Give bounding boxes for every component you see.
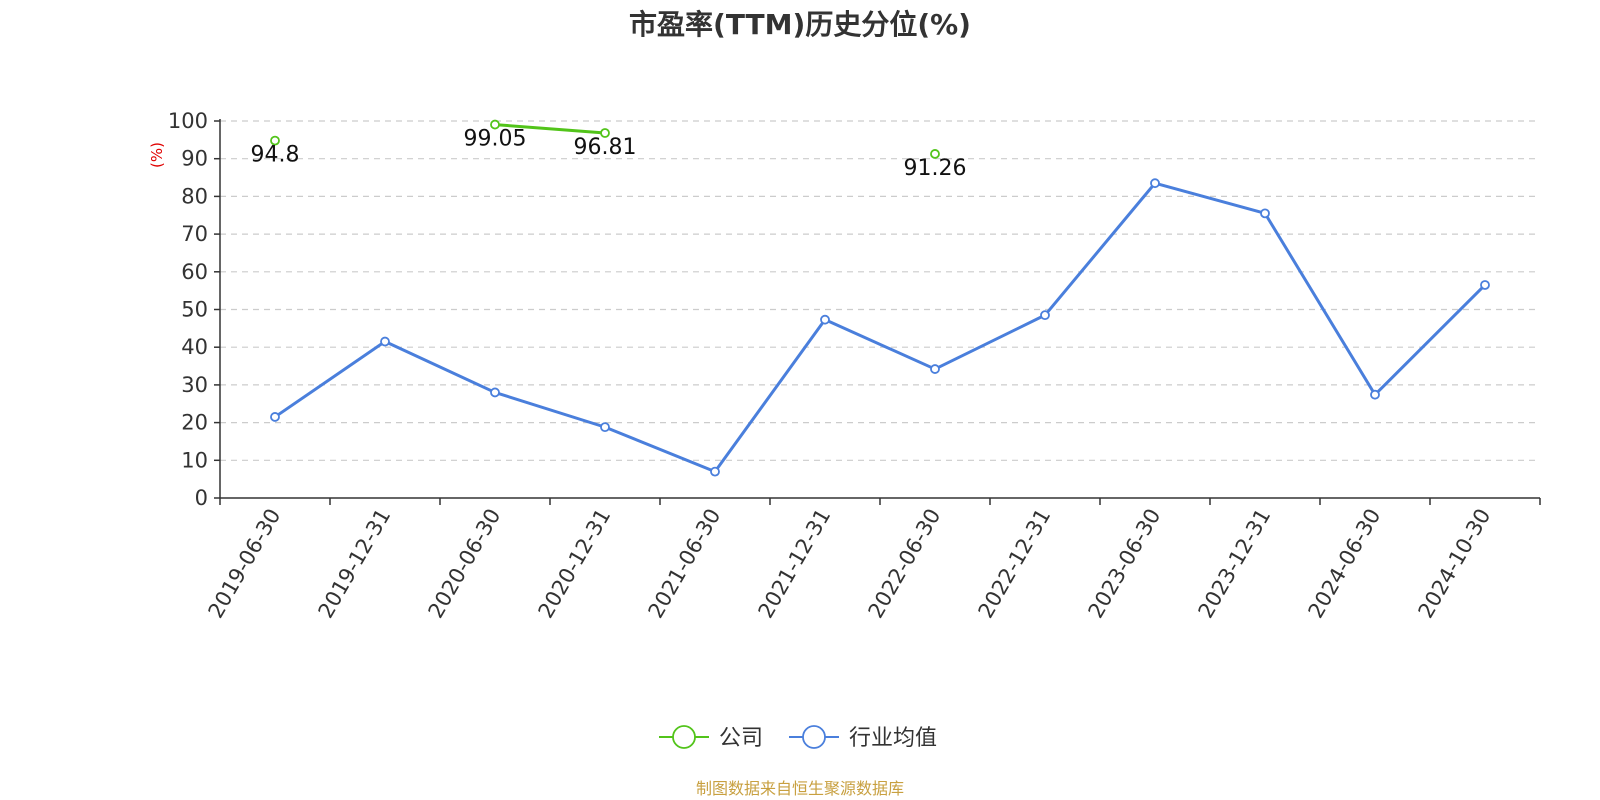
- legend-label: 公司: [719, 726, 763, 751]
- y-tick-label: 80: [181, 184, 208, 208]
- legend-item-industry-average[interactable]: 行业均值: [789, 725, 937, 751]
- legend-item-company[interactable]: 公司: [659, 725, 763, 751]
- series-company: 94.8 99.05 96.81 91.26: [251, 119, 967, 181]
- data-point[interactable]: [710, 466, 720, 477]
- y-tick-label: 0: [195, 486, 208, 510]
- x-tick-label: 2023-06-30: [1084, 505, 1166, 623]
- data-point[interactable]: [490, 387, 500, 398]
- source-note: 制图数据来自恒生聚源数据库: [696, 779, 904, 798]
- legend-marker: [672, 725, 696, 749]
- data-point[interactable]: [1260, 208, 1270, 219]
- y-tick-label: 60: [181, 260, 208, 284]
- x-tick-label: 2024-06-30: [1304, 505, 1386, 623]
- y-tick-label: 20: [181, 411, 208, 435]
- data-point[interactable]: [600, 422, 610, 433]
- data-point[interactable]: [600, 128, 610, 138]
- data-point[interactable]: [1040, 310, 1050, 321]
- y-tick-label: 90: [181, 147, 208, 171]
- series-layer: 94.8 99.05 96.81 91.26: [251, 119, 1490, 477]
- data-point[interactable]: [270, 412, 280, 422]
- y-tick-label: 70: [181, 222, 208, 246]
- y-tick-label: 50: [181, 298, 208, 322]
- data-point[interactable]: [1150, 178, 1160, 189]
- y-tick-label: 100: [168, 109, 208, 133]
- data-label: 94.8: [251, 143, 300, 168]
- x-tick-label: 2022-06-30: [864, 505, 946, 623]
- data-label: 99.05: [464, 127, 527, 152]
- axes: 0 10 20 30 40 50 60 70 80 90 100 2019-06-30 2019-12-…: [168, 109, 1541, 623]
- series-industry-average: [270, 178, 1490, 477]
- x-tick-label: 2019-12-31: [314, 505, 396, 623]
- series-line: [274, 181, 1487, 474]
- grid: [220, 120, 1540, 461]
- data-point[interactable]: [490, 119, 500, 130]
- x-tick-label: 2020-12-31: [534, 505, 616, 623]
- chart-title: 市盈率(TTM)历史分位(%): [629, 8, 971, 41]
- data-point[interactable]: [930, 149, 940, 159]
- x-tick-label: 2020-06-30: [424, 505, 506, 623]
- x-tick-label: 2021-06-30: [644, 505, 726, 623]
- data-point[interactable]: [820, 314, 830, 325]
- series-line: [494, 123, 606, 135]
- x-tick-label: 2021-12-31: [754, 505, 836, 623]
- data-label: 96.81: [574, 135, 637, 160]
- y-tick-label: 30: [181, 373, 208, 397]
- legend-label: 行业均值: [849, 726, 937, 751]
- data-point[interactable]: [930, 364, 940, 374]
- data-point[interactable]: [380, 336, 390, 347]
- data-label: 91.26: [904, 156, 967, 181]
- data-point[interactable]: [1480, 280, 1490, 290]
- x-tick-label: 2024-10-30: [1414, 505, 1496, 623]
- data-point[interactable]: [270, 135, 280, 146]
- y-tick-label: 10: [181, 448, 208, 472]
- x-tick-label: 2023-12-31: [1194, 505, 1276, 623]
- y-tick-label: 40: [181, 335, 208, 359]
- data-point[interactable]: [1370, 389, 1380, 400]
- legend[interactable]: 公司 行业均值: [659, 725, 937, 751]
- x-tick-label: 2022-12-31: [974, 505, 1056, 623]
- y-axis-label: (%): [148, 142, 166, 168]
- legend-marker: [802, 725, 826, 749]
- x-tick-label: 2019-06-30: [204, 505, 286, 623]
